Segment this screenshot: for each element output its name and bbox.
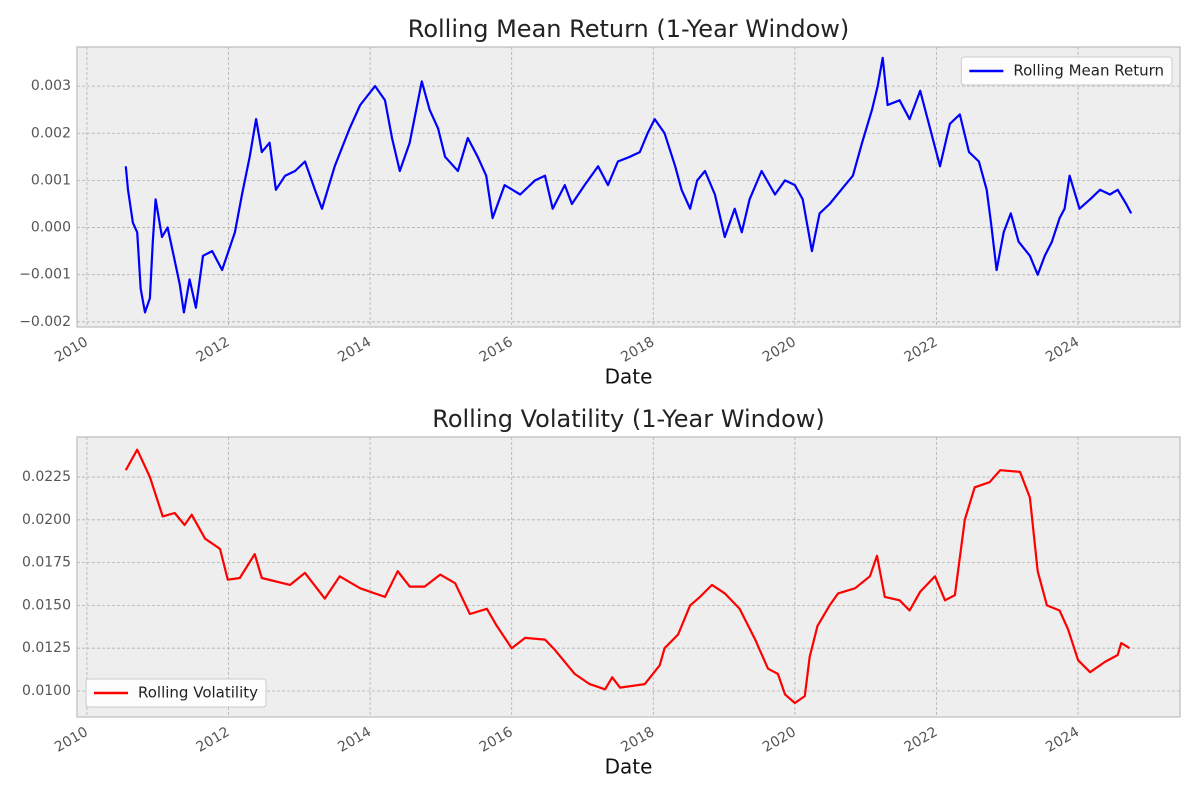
axes-frame: [76, 436, 1181, 718]
series-line: [124, 448, 1131, 705]
plot-area: [77, 47, 1180, 327]
y-tick-label: 0.003: [31, 78, 71, 94]
x-tick-label: 2020: [760, 724, 799, 756]
axes-frame: [76, 46, 1181, 328]
plot-area: [77, 437, 1180, 717]
chart-title: Rolling Volatility (1-Year Window): [432, 405, 825, 433]
y-tick-label: 0.0225: [22, 469, 71, 485]
x-tick-label: 2016: [477, 724, 516, 756]
x-tick-label: 2010: [52, 724, 91, 756]
y-tick-label: 0.0200: [22, 512, 71, 528]
x-tick-label: 2012: [194, 334, 233, 366]
legend-box: [85, 678, 267, 708]
legend-label: Rolling Volatility: [138, 684, 258, 702]
y-tick-label: 0.002: [31, 125, 71, 141]
y-tick-label: 0.000: [31, 220, 71, 236]
y-tick-label: 0.0175: [22, 555, 71, 571]
x-tick-label: 2016: [477, 334, 516, 366]
y-tick-label: 0.0150: [22, 597, 71, 613]
x-tick-label: 2018: [618, 724, 657, 756]
y-tick-label: −0.002: [19, 314, 71, 330]
x-tick-label: 2020: [760, 334, 799, 366]
x-tick-label: 2024: [1043, 334, 1082, 366]
x-tick-label: 2024: [1043, 724, 1082, 756]
x-axis-label: Date: [605, 755, 653, 779]
y-tick-label: 0.0125: [22, 640, 71, 656]
x-tick-label: 2022: [902, 334, 941, 366]
legend-label: Rolling Mean Return: [1013, 62, 1164, 80]
subplot: 0.0100 0.0125 0.0150 0.0175 0.0200 0.0225 2010…: [22, 405, 1181, 779]
legend-box: [960, 56, 1173, 86]
x-tick-label: 2014: [335, 334, 374, 366]
y-tick-label: 0.001: [31, 172, 71, 188]
legend: Rolling Mean Return: [960, 56, 1173, 86]
x-axis-label: Date: [605, 365, 653, 389]
subplot: −0.002 −0.001 0.000 0.001 0.002 0.003 2010 2012…: [19, 15, 1181, 389]
x-tick-label: 2012: [194, 724, 233, 756]
x-tick-label: 2014: [335, 724, 374, 756]
x-tick-label: 2018: [618, 334, 657, 366]
x-tick-label: 2010: [52, 334, 91, 366]
y-tick-label: −0.001: [19, 267, 71, 283]
x-tick-label: 2022: [902, 724, 941, 756]
chart-title: Rolling Mean Return (1-Year Window): [408, 15, 850, 43]
y-tick-label: 0.0100: [22, 683, 71, 699]
legend: Rolling Volatility: [85, 678, 267, 708]
series-line: [124, 56, 1133, 314]
